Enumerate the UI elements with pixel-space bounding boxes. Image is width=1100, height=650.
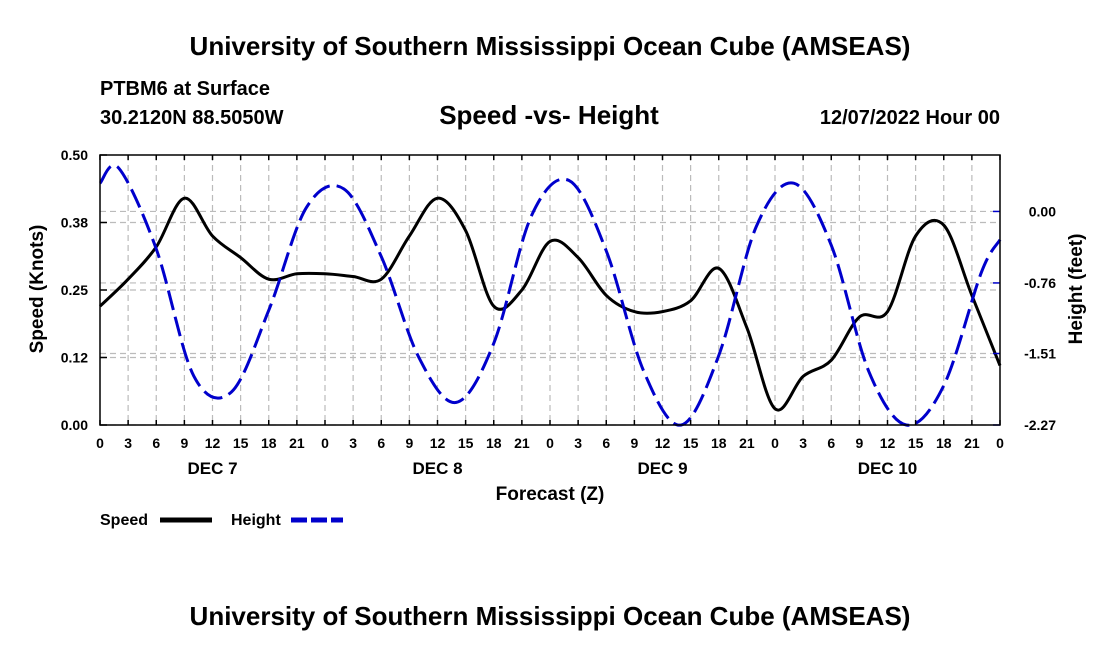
y-axis-label: Speed (Knots) — [27, 225, 48, 354]
x-tick-label: 12 — [880, 435, 896, 451]
x-tick-label: 3 — [349, 435, 357, 451]
day-label: DEC 9 — [637, 459, 687, 478]
x-tick-label: 18 — [711, 435, 727, 451]
chart-title: Speed -vs- Height — [439, 100, 659, 130]
x-tick-label: 3 — [574, 435, 582, 451]
y-tick-label: 0.00 — [61, 417, 88, 433]
x-tick-label: 15 — [683, 435, 699, 451]
y-tick-label: 0.50 — [61, 147, 88, 163]
y-tick-label: 0.12 — [61, 350, 88, 366]
day-label: DEC 7 — [187, 459, 237, 478]
x-tick-label: 21 — [514, 435, 530, 451]
main-title: University of Southern Mississippi Ocean… — [190, 31, 911, 61]
x-tick-label: 12 — [430, 435, 446, 451]
x-tick-label: 12 — [205, 435, 221, 451]
x-tick-label: 3 — [124, 435, 132, 451]
y2-tick-label: -1.51 — [1024, 346, 1056, 362]
legend-speed-label: Speed — [100, 512, 148, 529]
x-tick-label: 0 — [771, 435, 779, 451]
coords-label: 30.2120N 88.5050W — [100, 107, 284, 129]
plot-frame — [99, 154, 1001, 426]
x-tick-label: 18 — [936, 435, 952, 451]
x-tick-label: 6 — [602, 435, 610, 451]
x-axis-label: Forecast (Z) — [496, 484, 605, 505]
x-tick-label: 6 — [827, 435, 835, 451]
x-tick-label: 6 — [152, 435, 160, 451]
station-label: PTBM6 at Surface — [100, 78, 270, 100]
grid-lines — [100, 155, 1000, 426]
x-tick-label: 9 — [630, 435, 638, 451]
day-label: DEC 8 — [412, 459, 462, 478]
x-tick-label: 21 — [289, 435, 305, 451]
series-layer — [98, 164, 1002, 427]
y2-tick-label: -0.76 — [1024, 275, 1056, 291]
x-tick-label: 12 — [655, 435, 671, 451]
date-label: 12/07/2022 Hour 00 — [820, 107, 1000, 129]
axes: 0 3 6 9 12 15 18 21 0 3 6 9 12 15 18 21 0 3 6 9 12 15 18 21 0 3 6 9… — [61, 147, 1056, 478]
x-tick-label: 0 — [546, 435, 554, 451]
x-tick-label: 15 — [908, 435, 924, 451]
x-tick-label: 9 — [180, 435, 188, 451]
x-tick-label: 15 — [458, 435, 474, 451]
legend: Speed Height — [100, 512, 343, 529]
x-tick-label: 9 — [855, 435, 863, 451]
series-line-height — [98, 164, 1002, 427]
x-tick-label: 18 — [261, 435, 277, 451]
x-tick-label: 6 — [377, 435, 385, 451]
series-line-speed — [98, 196, 1002, 412]
y-tick-label: 0.38 — [61, 215, 88, 231]
legend-height-label: Height — [231, 512, 281, 529]
day-label: DEC 10 — [858, 459, 918, 478]
x-tick-label: 21 — [964, 435, 980, 451]
footer-title: University of Southern Mississippi Ocean… — [190, 601, 911, 631]
x-tick-label: 0 — [996, 435, 1004, 451]
x-tick-label: 0 — [321, 435, 329, 451]
x-tick-label: 9 — [405, 435, 413, 451]
y2-tick-label: -2.27 — [1024, 417, 1056, 433]
x-tick-label: 0 — [96, 435, 104, 451]
y2-tick-label: 0.00 — [1029, 203, 1056, 219]
x-tick-label: 21 — [739, 435, 755, 451]
y2-axis-label: Height (feet) — [1066, 234, 1087, 345]
y-tick-label: 0.25 — [61, 282, 88, 298]
x-tick-label: 15 — [233, 435, 249, 451]
x-tick-label: 3 — [799, 435, 807, 451]
x-tick-label: 18 — [486, 435, 502, 451]
